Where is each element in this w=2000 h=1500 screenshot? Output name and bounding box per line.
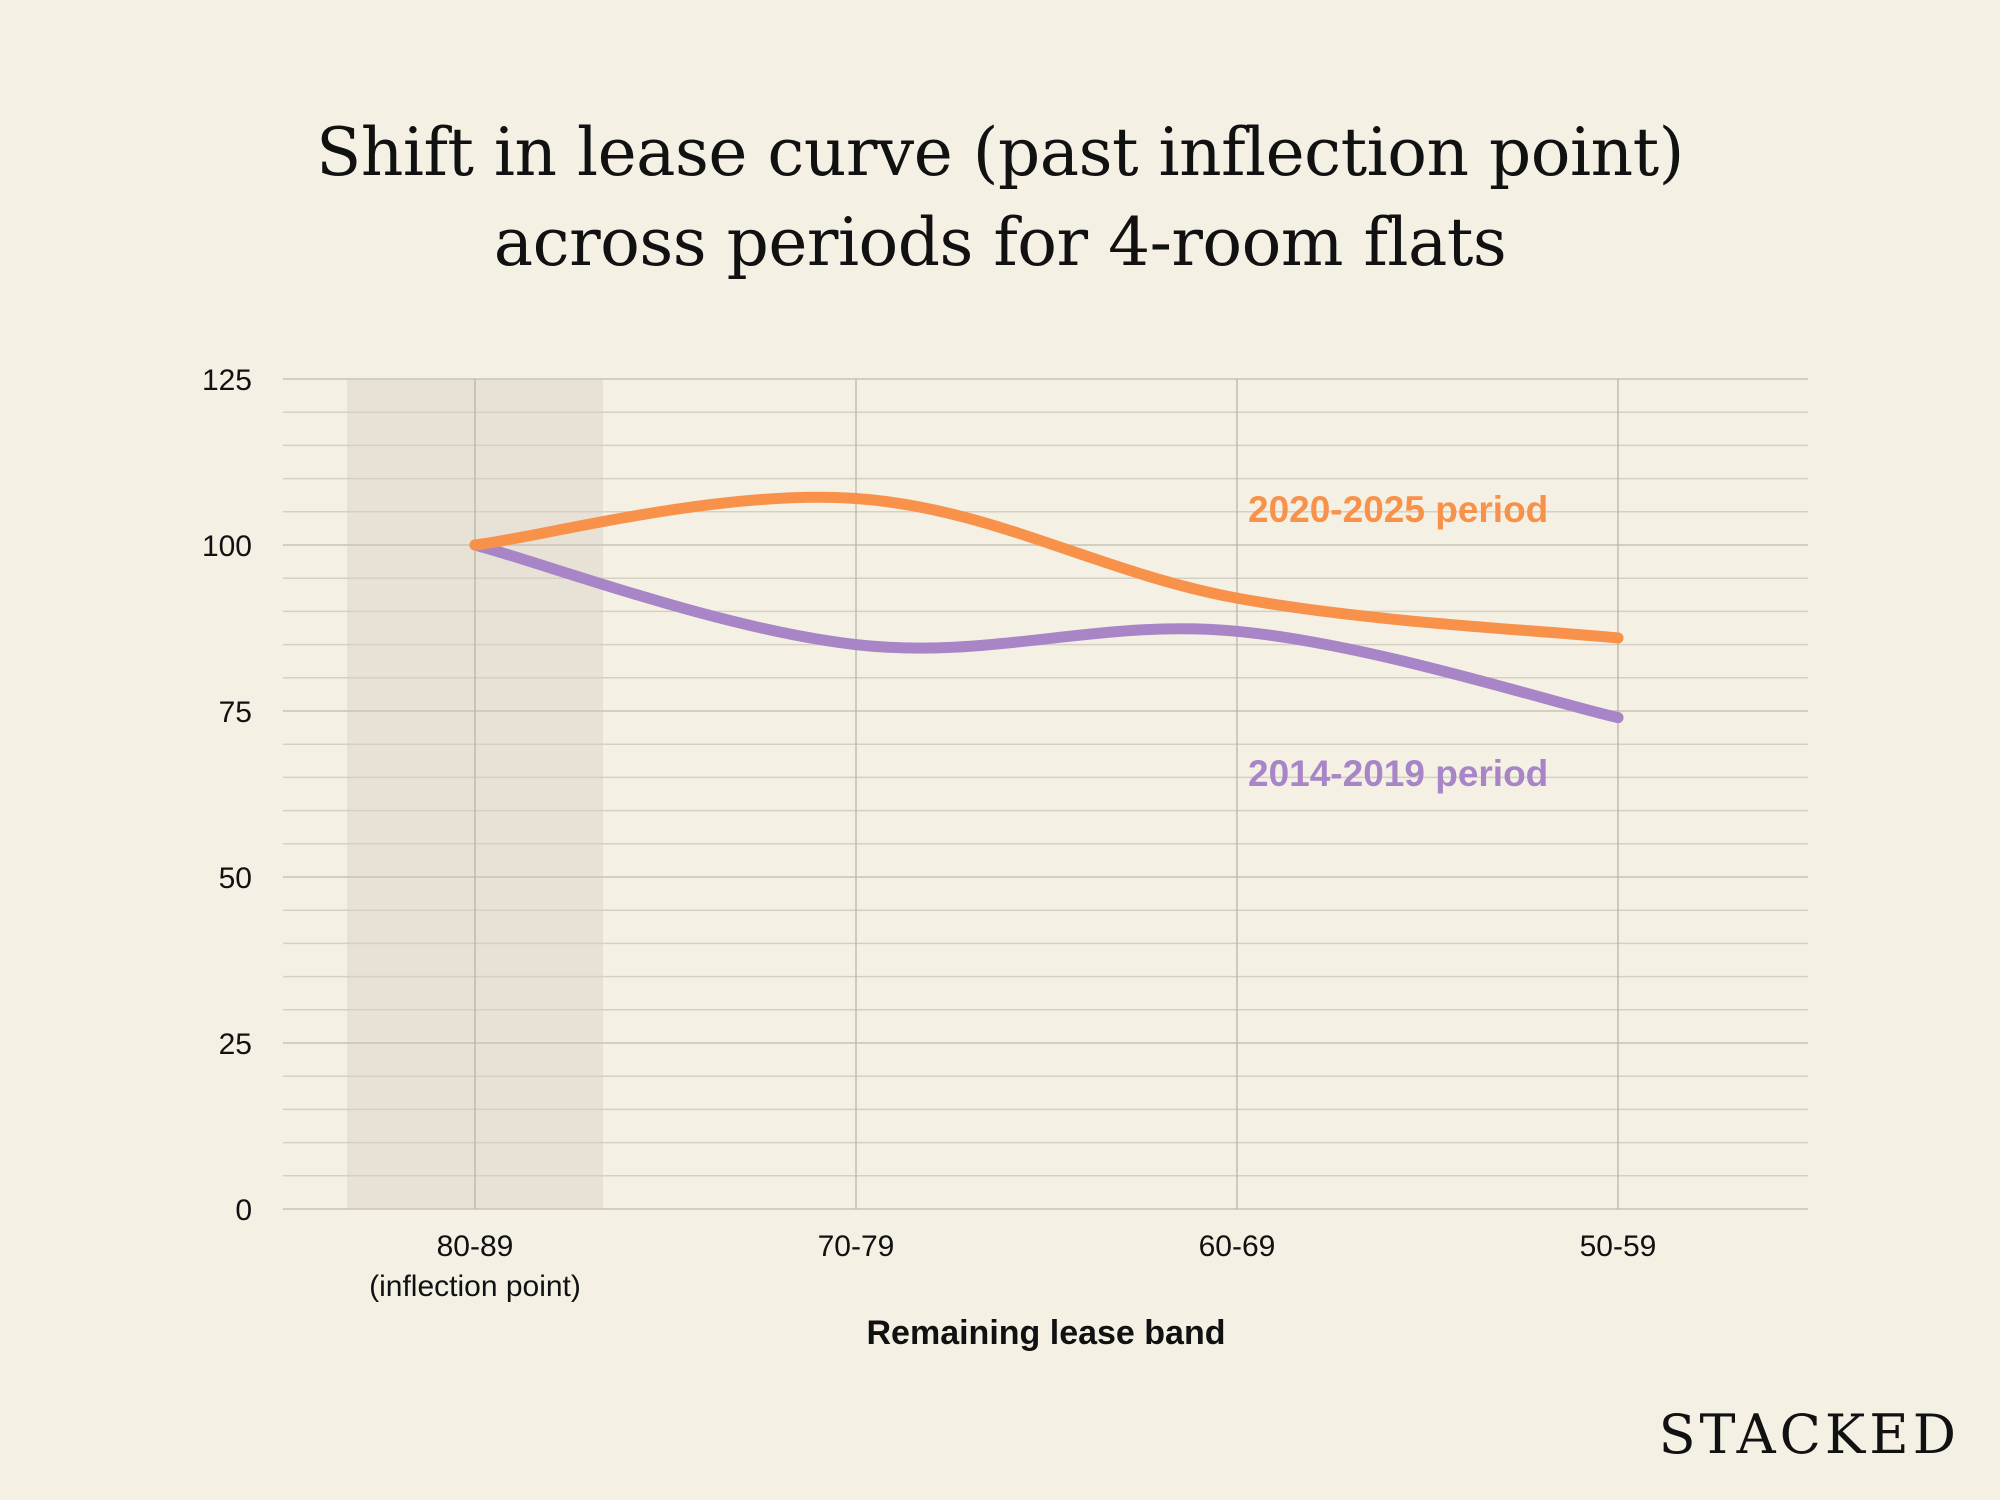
y-tick-label: 0 [235,1194,252,1227]
data-point [469,539,481,551]
x-axis-label: Remaining lease band [867,1314,1226,1352]
data-point [850,639,862,651]
x-tick-label: 70-79 [818,1230,895,1263]
series-label: 2020-2025 period [1248,489,1548,530]
x-tick-sublabel: (inflection point) [369,1270,581,1303]
y-tick-label: 125 [202,364,252,397]
chart-title-line-1: Shift in lease curve (past inflection po… [316,114,1684,191]
data-point [1231,625,1243,637]
series-line-2014-2019-period [469,539,1624,724]
x-tick-label: 80-89 [437,1230,514,1263]
chart-title: Shift in lease curve (past inflection po… [0,108,2000,288]
y-tick-label: 75 [219,696,252,729]
y-tick-label: 100 [202,530,252,563]
data-point [1231,592,1243,604]
series-label: 2014-2019 period [1248,753,1548,794]
series-line-2020-2025-period [469,491,1624,644]
x-tick-label: 50-59 [1580,1230,1657,1263]
data-point [1612,632,1624,644]
data-point [1612,712,1624,724]
x-tick-label: 60-69 [1199,1230,1276,1263]
y-tick-label: 50 [219,862,252,895]
brand-logo: STACKED [1658,1403,1960,1466]
data-point [850,493,862,505]
chart-title-line-2: across periods for 4-room flats [493,204,1507,281]
y-tick-label: 25 [219,1028,252,1061]
